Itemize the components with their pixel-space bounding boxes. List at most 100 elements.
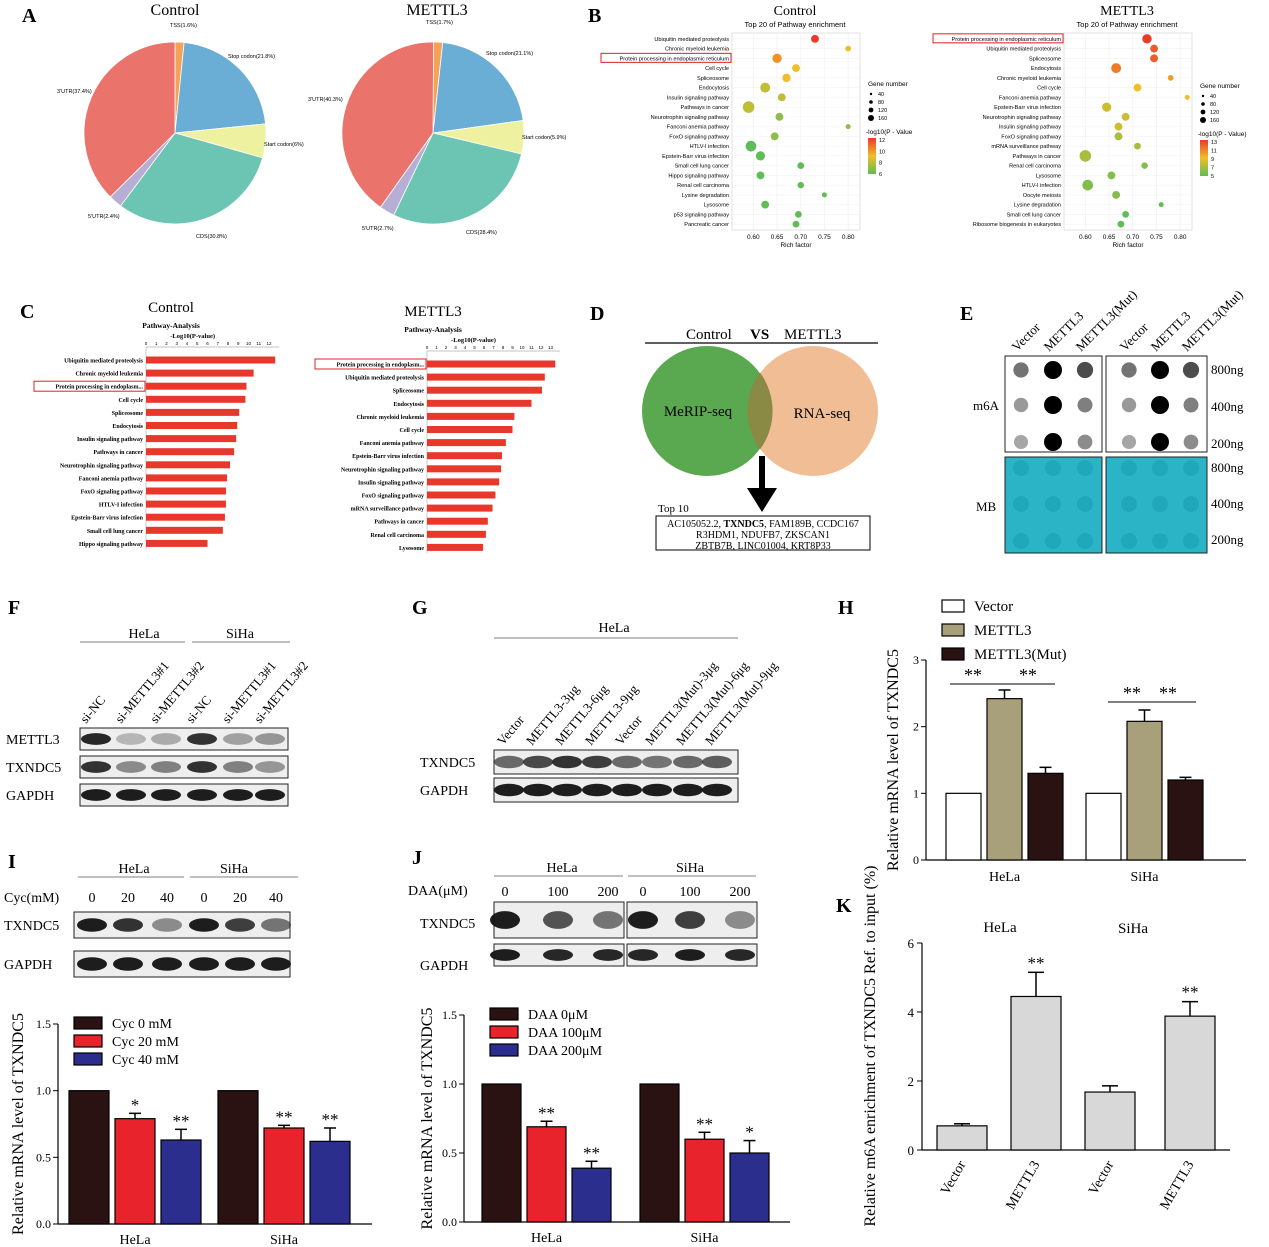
hbar-bar	[146, 395, 246, 403]
hbar-tick-label: 1	[435, 345, 438, 350]
mb-dot	[1045, 460, 1061, 476]
panel-label-B: B	[588, 5, 601, 27]
venn-gene-line-1: AC105052.2, TXNDC5, FAM189B, CCDC167	[667, 519, 859, 530]
pathway-label: Fanconi anemia pathway	[999, 95, 1061, 101]
panel-label-K: K	[836, 895, 852, 917]
panel-e-dot-blot: VectorMETTL3METTL3(Mut)VectorMETTL3METTL…	[973, 287, 1246, 554]
x-category-label: HeLa	[989, 870, 1021, 885]
hbar-bar	[427, 386, 542, 394]
pathway-label: FoxO signaling pathway	[1001, 134, 1061, 140]
hbar-category-label: Spliceosome	[112, 411, 144, 417]
mb-dot	[1013, 533, 1029, 549]
blot-band	[151, 761, 181, 773]
size-legend-label: 160	[1210, 118, 1219, 124]
blot-band	[552, 783, 582, 797]
data-point	[1122, 210, 1130, 218]
color-legend-bar	[868, 138, 876, 174]
y-tick-label: 1	[913, 786, 919, 800]
dose-label: 0	[201, 891, 208, 906]
pathway-label: Spliceosome	[1029, 56, 1061, 62]
bar	[481, 1083, 522, 1223]
x-category-label: HeLa	[531, 1231, 563, 1246]
hbar-tick-label: 4	[464, 345, 467, 350]
pie-slice	[393, 132, 523, 225]
blot-band	[582, 755, 612, 769]
size-legend-dot	[868, 115, 874, 121]
gene-txndc5: TXNDC5	[724, 519, 765, 530]
blot-band	[725, 949, 755, 961]
panel-label-I: I	[8, 851, 16, 873]
color-legend-bar	[1200, 140, 1208, 176]
blot-band	[494, 783, 524, 797]
m6a-dot	[1182, 361, 1200, 379]
legend-label: DAA 200μM	[528, 1044, 603, 1059]
hbar-tick-label: 0	[426, 345, 429, 350]
legend-swatch	[73, 1034, 103, 1048]
pie-slice-label: 3'UTR(37.4%)	[57, 89, 92, 95]
blot-band	[675, 911, 705, 929]
hbar-tick-label: 3	[175, 341, 178, 346]
data-point	[1082, 179, 1094, 191]
pathway-label: Renal cell carcinoma	[1009, 164, 1062, 170]
venn-right-label: RNA-seq	[794, 406, 851, 422]
significance-label: **	[276, 1107, 293, 1126]
hbar-category-label: mRNA surveillance pathway	[351, 507, 424, 513]
x-category-label: METTL3	[1158, 1159, 1198, 1213]
hbar-category-label: Cell cycle	[119, 398, 144, 404]
m6a-dot	[1044, 361, 1062, 379]
hbar-bar	[146, 513, 225, 521]
size-legend-title: Gene number	[1200, 83, 1241, 90]
data-point	[775, 112, 784, 121]
hbar-tick-label: 2	[445, 345, 448, 350]
blot-band	[543, 949, 573, 961]
bar	[945, 792, 982, 861]
bar	[217, 1090, 259, 1225]
m6a-dot	[1121, 362, 1137, 378]
legend-swatch	[489, 1025, 519, 1039]
y-tick-label: 4	[908, 1005, 915, 1020]
pie-slice-label: Start codon(6%)	[264, 142, 304, 148]
y-tick-label: 0.0	[442, 1215, 457, 1229]
data-point	[821, 192, 827, 198]
panel-g-western-blot: HeLaVectorMETTL3-3μgMETTL3-6μgMETTL3-9μg…	[420, 621, 781, 803]
blot-band	[490, 949, 520, 961]
size-legend-label: 80	[1210, 102, 1216, 108]
group-label: HeLa	[118, 862, 150, 877]
data-point	[1107, 171, 1116, 180]
size-legend-dot	[869, 100, 873, 104]
hbar-bar	[427, 517, 488, 525]
hbar-bar	[427, 399, 532, 407]
x-category-label: METTL3	[1004, 1159, 1044, 1213]
m6a-dot	[1077, 397, 1093, 413]
dot-subtitle: Top 20 of Pathway enrichment	[1077, 20, 1179, 29]
y-tick-label: 0.5	[36, 1150, 51, 1164]
legend-swatch	[941, 599, 965, 613]
bar	[263, 1127, 305, 1225]
y-axis-label: Relative mRNA level of TXNDC5	[419, 1008, 436, 1230]
bar	[1084, 1091, 1136, 1151]
legend-label: Cyc 0 mM	[112, 1017, 172, 1032]
pathway-label: Cell cycle	[705, 66, 729, 72]
m6a-dot	[1044, 433, 1062, 451]
dose-label: 200	[730, 885, 751, 900]
data-point	[782, 73, 791, 83]
x-category-label: HeLa	[119, 1233, 151, 1247]
legend-swatch	[941, 623, 965, 637]
hbar-category-label: Epstein-Barr virus infection	[71, 516, 144, 522]
data-point	[1184, 94, 1190, 100]
gene-a: AC105052.2,	[667, 519, 723, 530]
x-category-label: Vector	[1086, 1158, 1117, 1197]
blot-band	[593, 949, 623, 961]
y-tick-label: 1.0	[442, 1077, 457, 1091]
blot-band	[152, 957, 182, 971]
data-point	[1111, 63, 1122, 74]
pathway-label: Chronic myeloid leukemia	[997, 76, 1062, 82]
blot-band	[77, 918, 107, 932]
hbar-category-label: Lysosome	[399, 546, 424, 552]
dose-label: 40	[269, 891, 283, 906]
mb-dot	[1013, 460, 1029, 476]
panel-label-J: J	[412, 847, 422, 869]
size-legend-label: 40	[1210, 94, 1216, 100]
hbar-category-label: Cell cycle	[400, 428, 425, 434]
